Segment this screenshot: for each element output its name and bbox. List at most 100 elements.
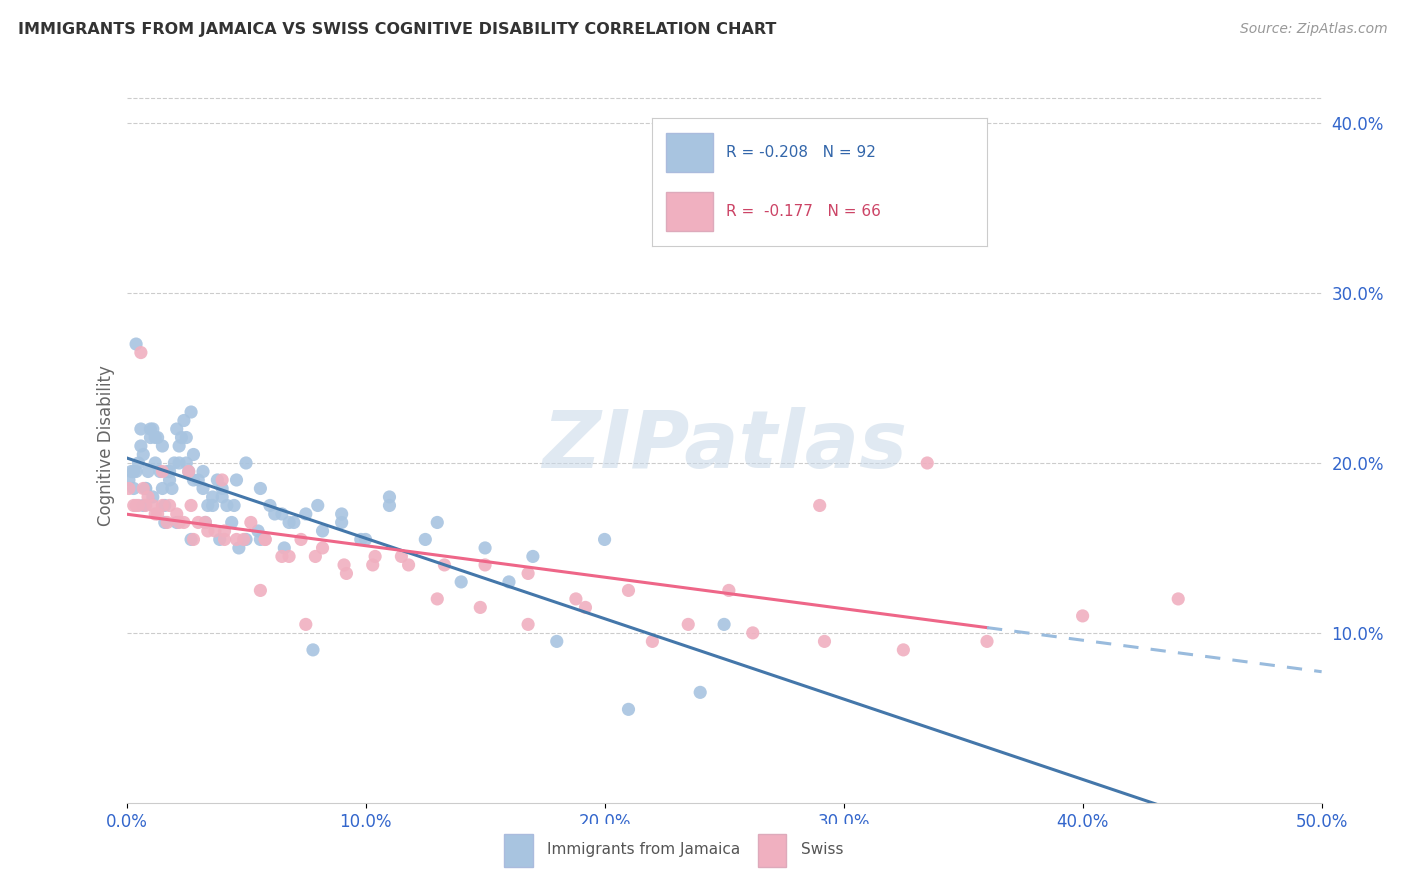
Point — [173, 516, 195, 530]
Point — [135, 499, 157, 513]
Point — [270, 507, 294, 521]
Point — [498, 574, 520, 589]
Point — [167, 456, 190, 470]
Point — [1167, 591, 1189, 606]
Point — [450, 574, 472, 589]
Point — [311, 541, 333, 555]
Point — [153, 516, 176, 530]
Point — [191, 482, 214, 496]
Point — [197, 499, 219, 513]
Point — [160, 482, 183, 496]
Point — [249, 533, 271, 547]
Point — [125, 499, 148, 513]
Point — [263, 507, 285, 521]
Point — [153, 499, 176, 513]
Point — [214, 533, 236, 547]
Point — [208, 533, 231, 547]
Point — [191, 465, 214, 479]
Point — [378, 499, 401, 513]
Point — [142, 490, 165, 504]
Point — [183, 473, 205, 487]
Point — [142, 499, 165, 513]
Point — [125, 465, 148, 479]
Point — [565, 591, 588, 606]
Point — [222, 499, 246, 513]
Point — [254, 533, 277, 547]
Point — [132, 448, 155, 462]
Point — [546, 634, 568, 648]
Point — [211, 490, 233, 504]
Point — [470, 600, 492, 615]
Point — [127, 499, 149, 513]
Point — [517, 617, 540, 632]
Point — [150, 439, 174, 453]
Point — [617, 583, 640, 598]
Point — [891, 643, 914, 657]
Point — [135, 482, 157, 496]
Point — [180, 533, 202, 547]
Point — [143, 430, 166, 444]
Point — [976, 634, 998, 648]
Point — [741, 626, 763, 640]
Point — [247, 524, 270, 538]
Point — [713, 617, 735, 632]
Point — [150, 499, 174, 513]
Point — [183, 448, 205, 462]
Point — [278, 516, 301, 530]
Point — [166, 507, 188, 521]
Point — [391, 549, 413, 564]
Point — [290, 533, 312, 547]
Point — [270, 549, 294, 564]
Point — [142, 422, 165, 436]
Point — [167, 516, 190, 530]
Point — [225, 473, 247, 487]
Point — [294, 617, 316, 632]
Point — [350, 533, 373, 547]
Point — [129, 422, 152, 436]
Point — [474, 541, 496, 555]
Point — [174, 430, 197, 444]
Point — [211, 482, 233, 496]
Point — [159, 465, 181, 479]
Point — [259, 499, 281, 513]
Point — [143, 507, 166, 521]
Point — [132, 482, 155, 496]
Point — [232, 533, 254, 547]
Point — [283, 516, 305, 530]
Point — [273, 541, 295, 555]
Point — [150, 465, 174, 479]
Point — [249, 482, 271, 496]
Point — [398, 558, 420, 572]
Point — [120, 465, 142, 479]
Point — [574, 600, 596, 615]
Point — [173, 413, 195, 427]
Point — [122, 465, 145, 479]
Point — [235, 533, 257, 547]
Point — [127, 456, 149, 470]
Point — [335, 566, 357, 581]
Point — [177, 465, 200, 479]
Point — [135, 482, 157, 496]
Point — [122, 499, 145, 513]
Point — [917, 456, 939, 470]
Point — [364, 549, 387, 564]
Point — [354, 533, 377, 547]
Point — [183, 533, 205, 547]
Point — [159, 499, 181, 513]
Point — [177, 465, 200, 479]
Point — [302, 643, 325, 657]
Point — [278, 549, 301, 564]
Point — [118, 473, 141, 487]
Point — [426, 516, 449, 530]
Point — [156, 465, 179, 479]
Point — [122, 482, 145, 496]
Point — [201, 490, 224, 504]
Point — [129, 439, 152, 453]
Point — [228, 541, 250, 555]
Point — [254, 533, 277, 547]
Point — [311, 524, 333, 538]
Point — [641, 634, 664, 648]
Point — [143, 456, 166, 470]
Point — [689, 685, 711, 699]
Point — [166, 516, 188, 530]
